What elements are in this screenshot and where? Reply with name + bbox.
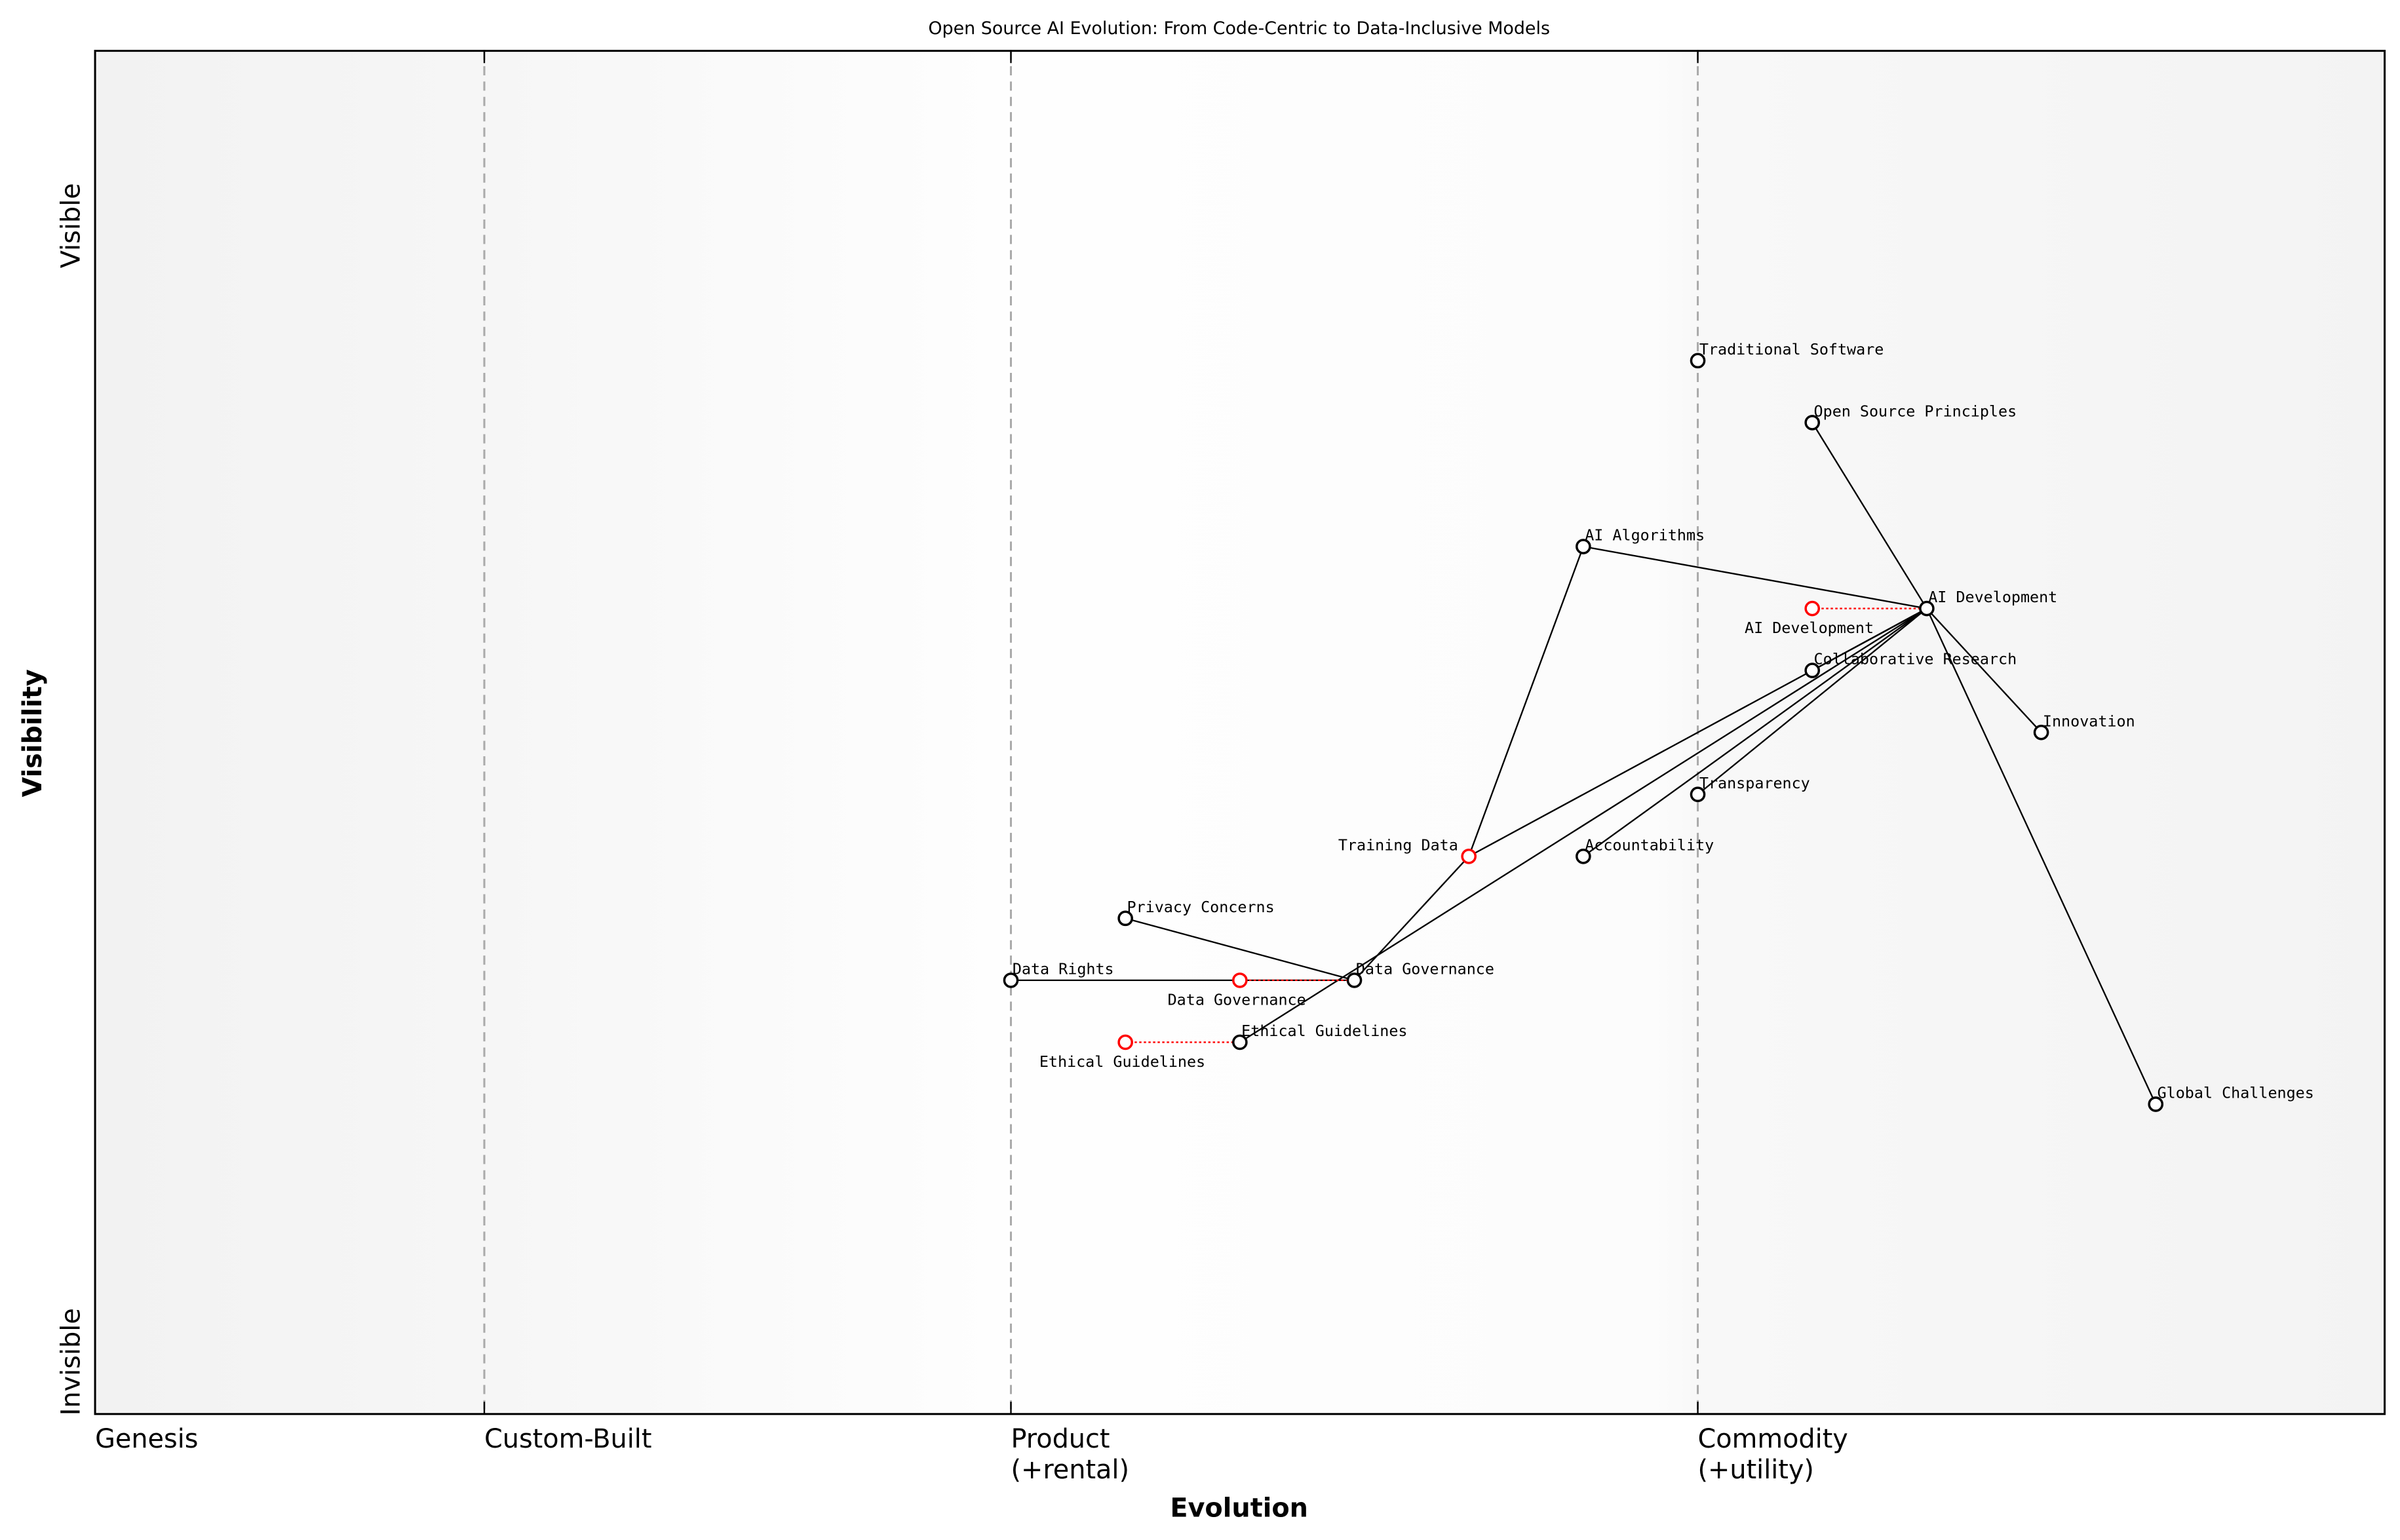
link-line bbox=[1583, 545, 1927, 609]
evolve-point bbox=[1232, 972, 1248, 988]
component-label: Open Source Principles bbox=[1814, 402, 2017, 421]
component-point bbox=[1232, 1034, 1248, 1050]
link-line bbox=[1353, 855, 1470, 981]
evolve-label: Ethical Guidelines bbox=[1039, 1052, 1205, 1071]
stage-label: Custom-Built bbox=[484, 1424, 651, 1454]
link-line bbox=[1468, 607, 1927, 857]
evolve-point bbox=[1804, 600, 1821, 617]
chart-title: Open Source AI Evolution: From Code-Cent… bbox=[928, 18, 1550, 39]
component-label: Data Rights bbox=[1013, 960, 1114, 978]
stage-label: Product bbox=[1011, 1424, 1110, 1454]
evolve-point bbox=[1117, 1034, 1133, 1050]
component-point bbox=[1117, 910, 1133, 927]
component-label: Innovation bbox=[2043, 712, 2135, 730]
link-line bbox=[1926, 607, 2042, 733]
plot-frame bbox=[94, 50, 2386, 1415]
y-visible-label: Visible bbox=[56, 183, 87, 268]
stage-label: Commodity bbox=[1698, 1424, 1848, 1454]
stage-sublabel: (+rental) bbox=[1011, 1455, 1129, 1485]
component-point bbox=[1576, 539, 1591, 554]
component-label: AI Algorithms bbox=[1585, 526, 1705, 545]
y-axis-title: Visibility bbox=[18, 669, 48, 797]
component-point bbox=[1690, 353, 1706, 369]
y-invisible-label: Invisible bbox=[56, 1308, 87, 1415]
component-point bbox=[1919, 600, 1935, 617]
stage-label: Genesis bbox=[95, 1424, 198, 1454]
component-label: Accountability bbox=[1585, 836, 1714, 854]
component-point bbox=[1346, 972, 1363, 988]
component-label: Collaborative Research bbox=[1814, 650, 2017, 668]
component-label: Data Governance bbox=[1356, 960, 1494, 978]
x-axis-title: Evolution bbox=[1170, 1493, 1308, 1524]
component-label: Traditional Software bbox=[1699, 340, 1884, 358]
component-label: AI Development bbox=[1928, 588, 2057, 606]
link-line bbox=[1239, 607, 1927, 1043]
evolve-label: AI Development bbox=[1745, 619, 1874, 637]
evolve-label: Data Governance bbox=[1168, 990, 1306, 1009]
component-point bbox=[1804, 663, 1821, 678]
component-label: Training Data bbox=[1338, 836, 1458, 854]
link-line bbox=[1468, 546, 1584, 857]
link-line bbox=[1811, 422, 1927, 609]
component-point bbox=[2033, 724, 2049, 741]
component-point bbox=[1461, 848, 1477, 864]
component-point bbox=[2148, 1096, 2164, 1112]
link-line bbox=[1926, 608, 2157, 1105]
component-point bbox=[1804, 415, 1821, 431]
link-line bbox=[1125, 917, 1355, 982]
plot-area bbox=[95, 50, 2385, 1414]
link-line bbox=[1583, 607, 1927, 857]
component-label: Global Challenges bbox=[2158, 1084, 2314, 1102]
component-label: Privacy Concerns bbox=[1127, 898, 1275, 916]
component-label: Transparency bbox=[1699, 774, 1810, 792]
component-point bbox=[1690, 786, 1706, 803]
stage-sublabel: (+utility) bbox=[1698, 1455, 1814, 1485]
component-point bbox=[1003, 972, 1019, 988]
component-label: Ethical Guidelines bbox=[1241, 1022, 1407, 1040]
component-point bbox=[1576, 848, 1591, 864]
link-line bbox=[1697, 607, 1927, 796]
